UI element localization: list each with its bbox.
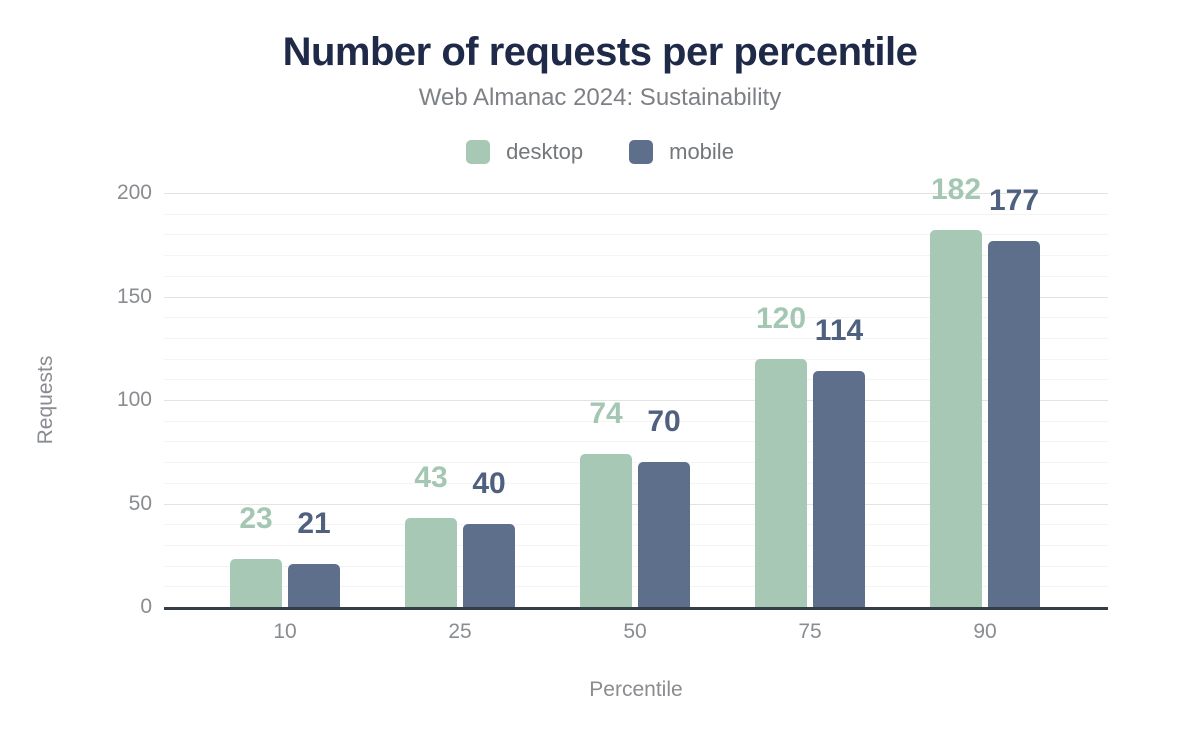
y-tick-label: 50	[128, 491, 152, 515]
gridline-minor	[164, 234, 1108, 236]
bar-value-label-desktop: 182	[930, 173, 982, 207]
chart-title: Number of requests per percentile	[282, 30, 918, 74]
bar-desktop	[580, 453, 632, 607]
bar-desktop	[755, 358, 807, 607]
legend-label-mobile: mobile	[669, 139, 734, 164]
bar-value-label-desktop: 74	[589, 396, 623, 430]
gridline-minor	[164, 565, 1108, 567]
legend: desktop mobile	[0, 139, 1200, 165]
legend-item-desktop: desktop	[466, 139, 583, 165]
bar-desktop	[230, 559, 282, 607]
bar-value-label-desktop: 23	[239, 502, 273, 536]
gridline-minor	[164, 255, 1108, 257]
desktop-swatch-icon	[466, 140, 491, 164]
bar-desktop	[405, 518, 457, 607]
gridline-minor	[164, 358, 1108, 360]
gridline-minor	[164, 524, 1108, 526]
legend-label-desktop: desktop	[506, 139, 584, 164]
mobile-swatch-icon	[629, 140, 654, 164]
gridline-major	[164, 400, 1108, 401]
bar-value-label-desktop: 43	[414, 461, 448, 494]
bar-value-label-desktop: 120	[755, 301, 807, 335]
bar-mobile	[288, 563, 340, 607]
bar-value-label-mobile: 177	[988, 183, 1040, 217]
gridline-minor	[164, 420, 1108, 422]
gridline-minor	[164, 544, 1108, 546]
gridline-minor	[164, 213, 1108, 215]
x-tick-label: 10	[273, 620, 297, 643]
x-tick-label: 25	[448, 620, 472, 643]
bar-value-label-mobile: 70	[647, 405, 681, 439]
gridline-major	[164, 503, 1108, 505]
bar-mobile	[638, 462, 690, 607]
chart-subtitle: Web Almanac 2024: Sustainability	[418, 84, 782, 111]
gridline-minor	[164, 337, 1108, 339]
gridline-minor	[164, 317, 1108, 319]
gridline-major	[164, 193, 1108, 194]
bar-desktop	[930, 230, 982, 607]
bar-value-label-mobile: 40	[472, 467, 506, 501]
gridline-major	[164, 296, 1108, 298]
x-tick-label: 75	[798, 620, 822, 643]
gridline-minor	[164, 462, 1108, 464]
x-tick-label: 50	[623, 620, 647, 643]
bar-mobile	[463, 524, 515, 607]
gridline-minor	[164, 586, 1108, 588]
x-tick-label: 90	[973, 620, 997, 643]
y-tick-label: 0	[140, 595, 152, 618]
gridline-minor	[164, 482, 1108, 484]
y-tick-label: 150	[116, 284, 152, 308]
legend-item-mobile: mobile	[629, 139, 734, 165]
y-tick-label: 100	[116, 388, 152, 411]
bar-value-label-mobile: 114	[814, 314, 864, 348]
bar-mobile	[813, 371, 865, 607]
x-axis-title: Percentile	[589, 678, 683, 701]
bar-value-label-mobile: 21	[297, 506, 331, 540]
y-tick-label: 200	[116, 181, 152, 204]
plot-area: 23 21 43 40 74 70 120 114 182 177	[164, 174, 1108, 610]
gridline-minor	[164, 379, 1108, 381]
bar-mobile	[988, 240, 1040, 607]
gridline-minor	[164, 441, 1108, 443]
gridline-minor	[164, 275, 1108, 277]
